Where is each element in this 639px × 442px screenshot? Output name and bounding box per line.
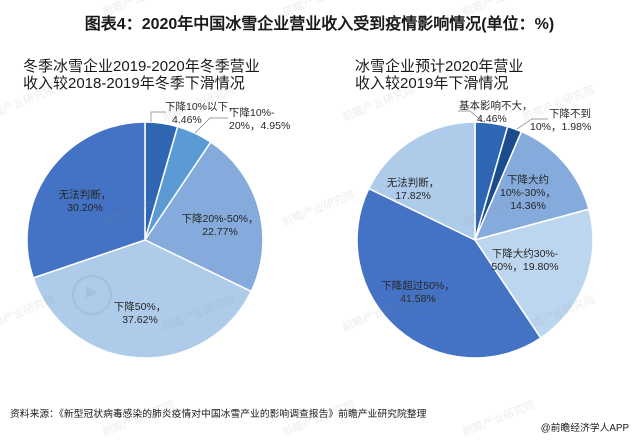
svg-text:下降20%-50%，: 下降20%-50%， — [181, 212, 258, 225]
svg-text:10%-30%，: 10%-30%， — [500, 187, 556, 199]
svg-text:4.46%: 4.46% — [477, 113, 507, 125]
svg-text:无法判断，: 无法判断， — [59, 188, 112, 201]
svg-text:下降大约: 下降大约 — [507, 173, 549, 186]
svg-text:37.62%: 37.62% — [122, 314, 158, 326]
svg-text:50%，19.80%: 50%，19.80% — [491, 261, 558, 273]
svg-text:4.46%: 4.46% — [172, 114, 202, 126]
svg-text:无法判断，: 无法判断， — [387, 176, 440, 189]
svg-text:10%，1.98%: 10%，1.98% — [530, 121, 591, 133]
svg-text:下降50%，: 下降50%， — [114, 300, 167, 313]
svg-text:下降10%-: 下降10%- — [229, 106, 275, 119]
svg-text:22.77%: 22.77% — [202, 226, 238, 238]
svg-text:20%，4.95%: 20%，4.95% — [229, 120, 290, 132]
svg-text:30.20%: 30.20% — [67, 202, 103, 214]
svg-text:下降大约30%-: 下降大约30%- — [492, 247, 559, 260]
svg-text:下降10%以下，: 下降10%以下， — [165, 100, 239, 113]
svg-text:下降不到: 下降不到 — [549, 107, 591, 120]
svg-text:41.58%: 41.58% — [400, 293, 436, 305]
svg-text:17.82%: 17.82% — [395, 190, 431, 202]
svg-text:下降超过50%，: 下降超过50%， — [381, 279, 455, 292]
svg-text:基本影响不大，: 基本影响不大， — [459, 99, 533, 112]
svg-text:14.36%: 14.36% — [510, 200, 546, 212]
